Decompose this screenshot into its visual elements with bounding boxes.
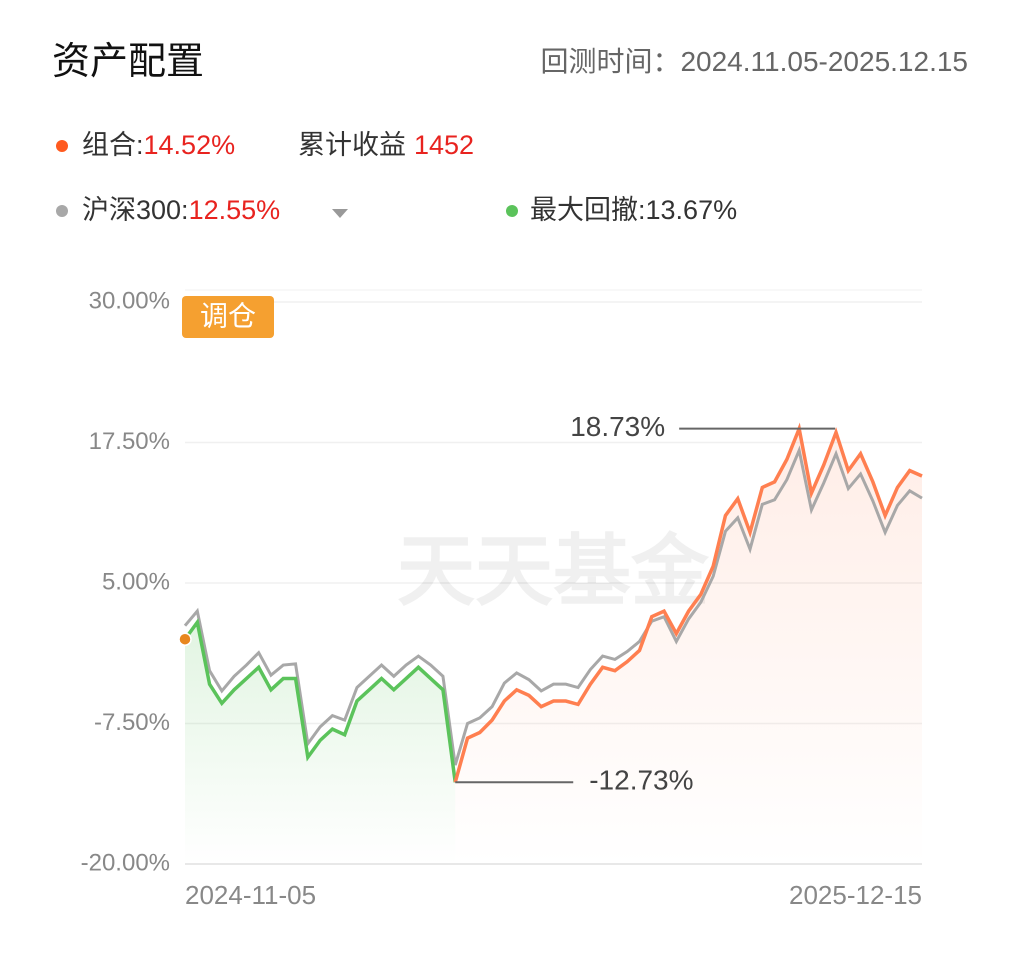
summary: 组合:14.52% 累计收益 1452 沪深300:12.55% 最大回撤:13.67% [56, 130, 737, 225]
cum-gain: 累计收益 1452 [298, 130, 474, 160]
legend-entry: 沪深300:12.55% [82, 195, 280, 225]
marker-box [182, 296, 274, 338]
area [455, 428, 922, 864]
line-portfolio-drawdown [183, 618, 457, 783]
cum-label: 累计收益 [298, 130, 406, 160]
legend-name: 沪深300: [82, 195, 189, 225]
drawdown: 最大回撤:13.67% [530, 195, 737, 225]
cum-value: 1452 [414, 130, 474, 160]
legend-entry: 组合:14.52% [82, 130, 235, 160]
marker-point [178, 632, 192, 646]
dropdown-arrow[interactable] [332, 209, 348, 218]
period-value: 2024.11.05-2025.12.15 [680, 46, 968, 77]
legend-name: 组合: [82, 130, 144, 160]
annotation-label: 18.73% [570, 411, 665, 442]
period-label: 回测时间： [540, 46, 680, 77]
watermark: 天天基金 [397, 528, 710, 615]
drawdown-label: 最大回撤: [530, 195, 646, 225]
chart: -20.00% -7.50% 5.00% 17.50% 30.00% 2024-11-05… [81, 287, 923, 910]
annotation-label: -12.73% [589, 765, 693, 796]
period: 回测时间：2024.11.05-2025.12.15 [540, 46, 968, 77]
y-tick-label: 5.00% [102, 568, 170, 595]
x-tick-label: 2025-12-15 [789, 880, 922, 910]
legend-dot [56, 205, 68, 217]
drawdown-value: 13.67% [646, 195, 738, 225]
legend-return: 14.52% [144, 130, 236, 160]
legend-dot [56, 140, 68, 152]
y-tick-label: -7.50% [94, 709, 170, 736]
line-benchmark [183, 445, 923, 766]
y-tick-label: -20.00% [81, 849, 170, 876]
legend-return: 12.55% [189, 195, 281, 225]
y-tick-label: 30.00% [89, 287, 170, 314]
legend-dot [506, 205, 518, 217]
line-portfolio [453, 422, 923, 783]
title: 资产配置 [52, 41, 204, 83]
marker-label: 调仓 [200, 300, 256, 331]
x-tick-label: 2024-11-05 [185, 880, 316, 910]
y-tick-label: 17.50% [89, 428, 170, 455]
